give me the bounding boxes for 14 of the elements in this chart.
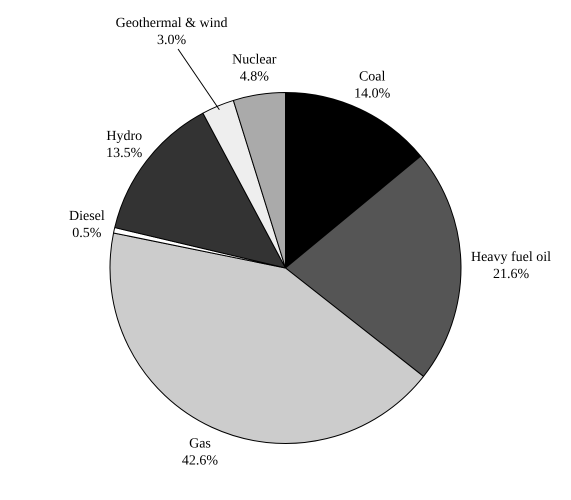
slice-label: Gas: [189, 436, 211, 452]
data-label: 21.6%: [492, 267, 530, 282]
slice-label: Heavy fuel oil: [470, 250, 552, 266]
slice-label: Diesel: [68, 209, 105, 224]
data-label: 0.5%: [72, 226, 102, 242]
slice-label: Nuclear: [232, 52, 277, 68]
slice-label: Hydro: [106, 129, 142, 144]
slice-label: Geothermal & wind: [116, 16, 228, 32]
data-label: 4.8%: [240, 69, 270, 84]
data-label: 13.5%: [106, 146, 143, 162]
data-label: 42.6%: [182, 453, 218, 468]
data-label: 14.0%: [354, 86, 391, 102]
slice-label: Coal: [358, 69, 386, 84]
data-label: 3.0%: [156, 33, 186, 48]
